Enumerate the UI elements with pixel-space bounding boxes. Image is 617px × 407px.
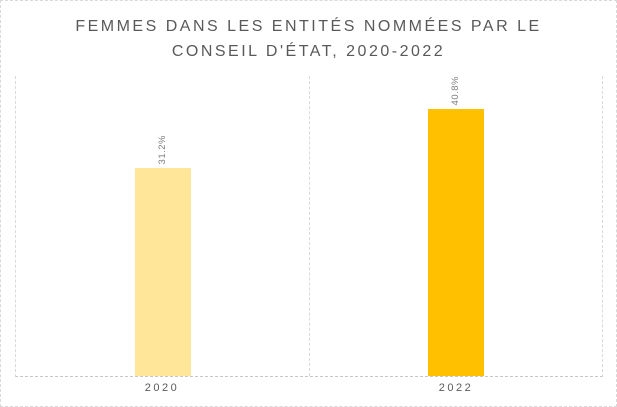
category-label-2022: 2022: [438, 382, 474, 394]
data-label-2020: 31.2%: [157, 134, 168, 164]
category-separator-gridline: [309, 76, 310, 376]
category-column-2020: 31.2%: [16, 76, 309, 376]
chart-title-line-2: CONSEIL D'ÉTAT, 2020-2022: [171, 43, 446, 60]
data-label-2022: 40.8%: [450, 76, 461, 106]
chart-title: FEMMES DANS LES ENTITÉS NOMMÉES PAR LE C…: [1, 14, 616, 64]
bar-2022: [427, 109, 484, 376]
chart-title-line-1: FEMMES DANS LES ENTITÉS NOMMÉES PAR LE: [75, 18, 542, 35]
category-label-2020: 2020: [144, 382, 180, 394]
bar-2020: [134, 168, 191, 376]
category-column-2022: 40.8%: [309, 76, 602, 376]
plot-area: 31.2% 40.8%: [15, 76, 603, 377]
category-axis: 2020 2022: [15, 379, 603, 399]
